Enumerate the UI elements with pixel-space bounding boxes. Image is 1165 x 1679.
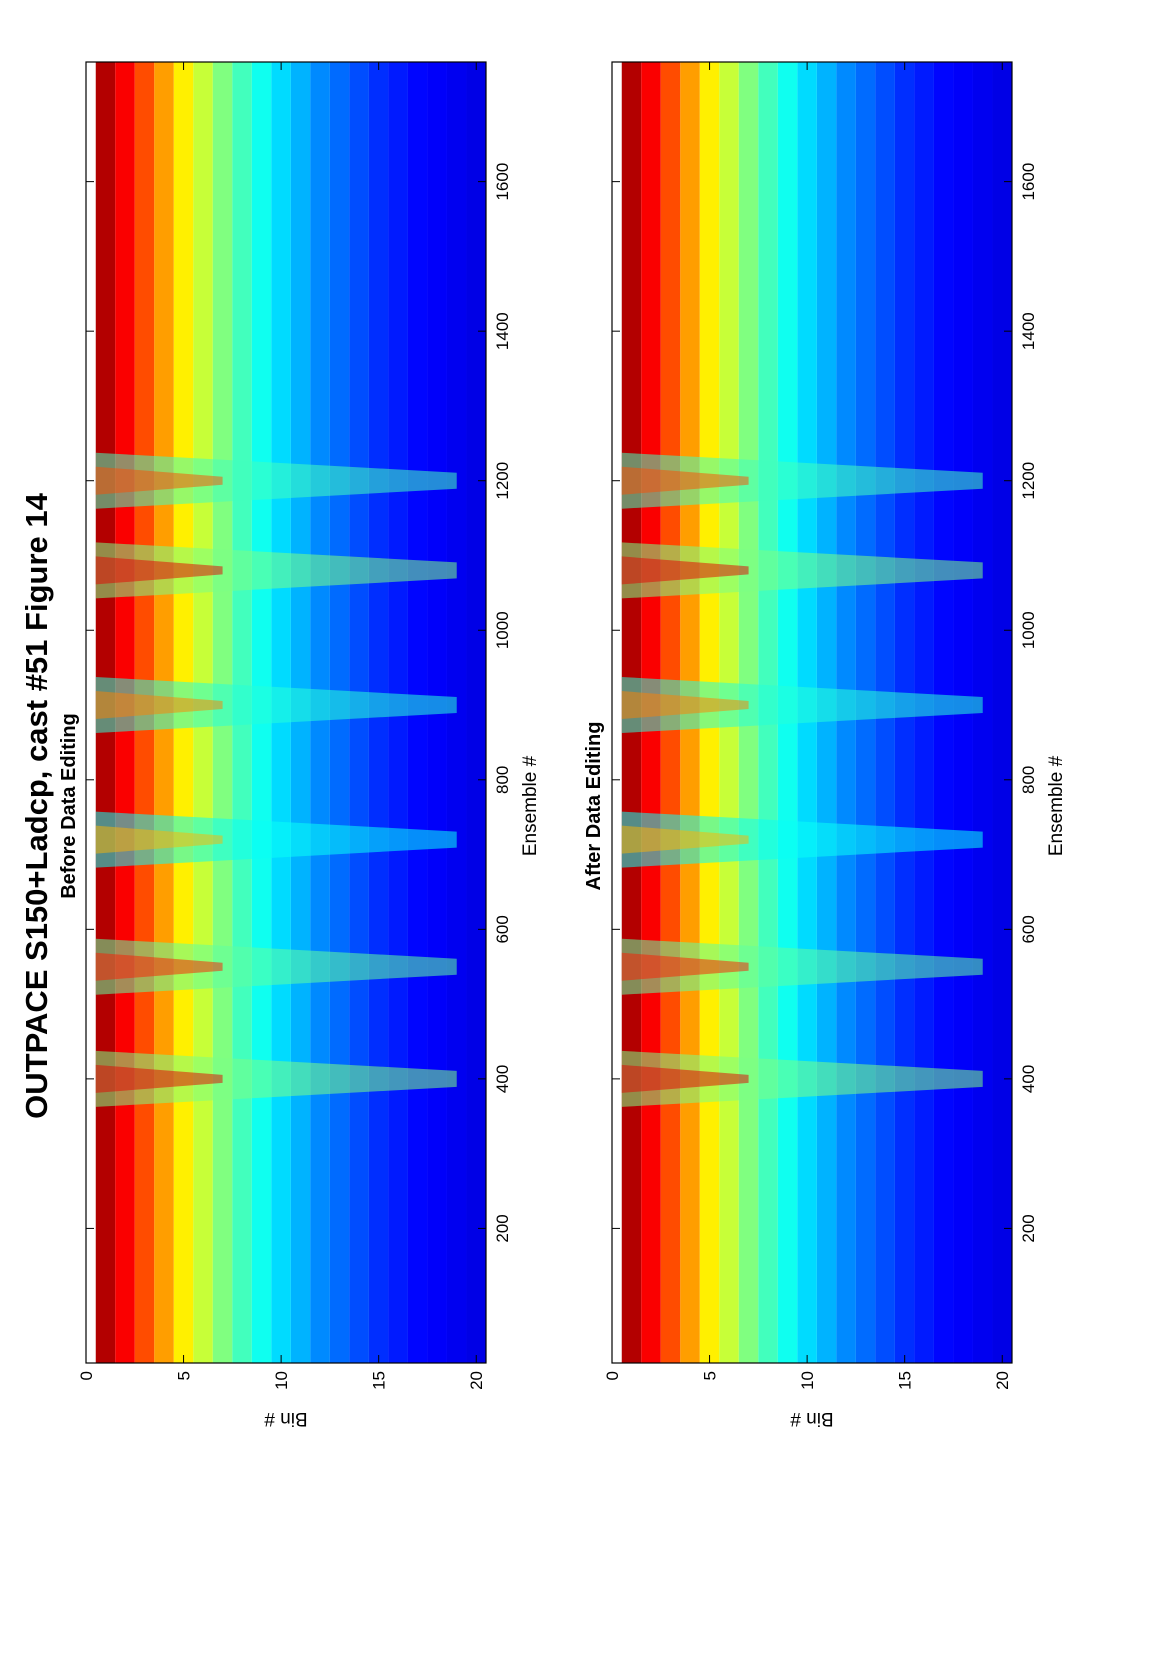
y-axis-label: Bin # [264, 1408, 308, 1429]
x-tick-label: 200 [1019, 1214, 1038, 1242]
x-tick-label: 400 [493, 1065, 512, 1093]
y-tick-label: 0 [603, 1371, 622, 1380]
plot-frame [85, 61, 487, 1364]
y-tick-label: 0 [77, 1371, 96, 1380]
heatmap-streak [621, 542, 983, 599]
x-tick-label: 800 [493, 766, 512, 794]
heatmap-streak-core [621, 952, 749, 981]
y-tick-label: 15 [370, 1371, 389, 1390]
x-tick-label: 1000 [493, 611, 512, 649]
x-axis-label: Ensemble # [520, 755, 541, 856]
rotated-figure-group: OUTPACE S150+Ladcp, cast #51 Figure 14 B… [19, 61, 1067, 1429]
y-tick-label: 20 [467, 1371, 486, 1390]
panel-before-editing: Before Data Editing200400600800100012001… [58, 61, 541, 1429]
x-tick-label: 600 [493, 915, 512, 943]
x-tick-label: 600 [1019, 915, 1038, 943]
heatmap-streak-core [95, 691, 223, 720]
heatmap-streak [95, 452, 457, 509]
heatmap-streak-core [621, 1064, 749, 1093]
heatmap-band [466, 62, 486, 1363]
x-tick-label: 1200 [1019, 462, 1038, 500]
heatmap-streak-core [95, 952, 223, 981]
heatmap-streak-core [95, 1064, 223, 1093]
heatmap-streak [95, 811, 457, 868]
heatmap-streak [621, 811, 983, 868]
figure-title: OUTPACE S150+Ladcp, cast #51 Figure 14 [19, 492, 54, 1118]
y-tick-label: 20 [993, 1371, 1012, 1390]
y-tick-label: 10 [272, 1371, 291, 1390]
x-tick-label: 1200 [493, 462, 512, 500]
plot-frame [611, 61, 1013, 1364]
heatmap-streak [621, 452, 983, 509]
heatmap-streak-core [95, 556, 223, 585]
heatmap-streak-core [621, 691, 749, 720]
x-tick-label: 200 [493, 1214, 512, 1242]
heatmap-streak-core [95, 825, 223, 854]
heatmap-streak [95, 542, 457, 599]
x-tick-label: 400 [1019, 1065, 1038, 1093]
heatmap-streak [621, 938, 983, 995]
heatmap-streak-core [95, 466, 223, 495]
x-tick-label: 1400 [493, 312, 512, 350]
y-axis-label: Bin # [790, 1408, 834, 1429]
y-tick-label: 5 [175, 1371, 194, 1380]
heatmap-streak [621, 1050, 983, 1107]
x-tick-label: 1600 [493, 163, 512, 201]
heatmap-band [992, 62, 1012, 1363]
heatmap-streak-core [621, 466, 749, 495]
heatmap-streak-core [621, 556, 749, 585]
y-tick-label: 10 [798, 1371, 817, 1390]
heatmap-streak [621, 677, 983, 734]
panel-subtitle: Before Data Editing [58, 713, 80, 899]
heatmap-streak [95, 938, 457, 995]
x-tick-label: 800 [1019, 766, 1038, 794]
panel-after-editing: After Data Editing2004006008001000120014… [583, 61, 1067, 1429]
heatmap-streak [95, 1050, 457, 1107]
x-tick-label: 1000 [1019, 611, 1038, 649]
x-tick-label: 1400 [1019, 312, 1038, 350]
x-axis-label: Ensemble # [1046, 755, 1067, 856]
panel-subtitle: After Data Editing [583, 722, 605, 891]
heatmap-streak-core [621, 825, 749, 854]
y-tick-label: 15 [896, 1371, 915, 1390]
x-tick-label: 1600 [1019, 163, 1038, 201]
heatmap-streak [95, 677, 457, 734]
y-tick-label: 5 [701, 1371, 720, 1380]
